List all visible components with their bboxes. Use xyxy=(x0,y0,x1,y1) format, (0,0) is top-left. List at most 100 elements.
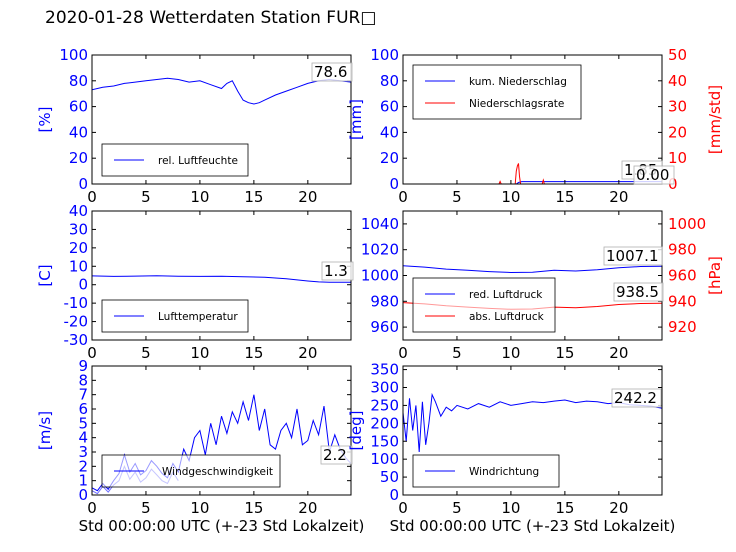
y-tick-label: 1020 xyxy=(361,241,399,259)
y2-tick-label: 20 xyxy=(668,123,687,141)
x-tick-label: 0 xyxy=(87,344,97,362)
last-value-label: 1.3 xyxy=(324,262,348,280)
y-tick-label: 200 xyxy=(370,414,399,432)
y-axis-label: [%] xyxy=(36,107,54,133)
legend-label: Windgeschwindigkeit xyxy=(162,466,273,478)
last-value-box xyxy=(633,165,675,185)
y-tick-label: 1000 xyxy=(361,267,399,285)
x-tick-label: 20 xyxy=(609,188,628,206)
y-tick-label: 2 xyxy=(78,457,88,475)
series-line-temperature-0 xyxy=(92,275,351,283)
y2-tick-label: 960 xyxy=(668,267,697,285)
panel-pressure: 0 5 10 15 20 960 980 1000 1020 1040 920 940 960 980 10… xyxy=(361,210,724,362)
last-value-box xyxy=(311,62,353,82)
legend: rel. Luftfeuchte xyxy=(101,143,249,177)
legend-label: red. Luftdruck xyxy=(469,289,543,301)
y-tick-label: 20 xyxy=(69,239,88,257)
x-tick-label: 15 xyxy=(244,344,263,362)
x-tick-label: 15 xyxy=(555,344,574,362)
y-tick-label: 7 xyxy=(78,386,88,404)
x-tick-label: 0 xyxy=(87,188,97,206)
x-tick-label: 15 xyxy=(555,188,574,206)
x-tick-label: 10 xyxy=(501,188,520,206)
y-axis-label: [C] xyxy=(36,264,54,286)
x-tick-label: 10 xyxy=(501,344,520,362)
y-tick-label: 0 xyxy=(389,175,399,193)
y-tick-label: 40 xyxy=(69,202,88,220)
last-value-box xyxy=(320,445,353,465)
y-tick-label: 80 xyxy=(380,72,399,90)
y2-tick-label: 980 xyxy=(668,241,697,259)
series-line-precipitation-1 xyxy=(403,163,662,184)
y-tick-label: 0 xyxy=(78,276,88,294)
legend-label: Windrichtung xyxy=(469,466,539,478)
series-line-humidity-0 xyxy=(92,77,351,105)
last-value-box xyxy=(613,282,664,302)
x-tick-label: 20 xyxy=(609,344,628,362)
y-tick-label: 960 xyxy=(370,318,399,336)
x-tick-label: 10 xyxy=(190,499,209,517)
y-tick-label: 0 xyxy=(389,486,399,504)
y-axis-label: [deg] xyxy=(347,411,365,451)
y2-tick-label: 1000 xyxy=(668,215,706,233)
legend-label: Niederschlagsrate xyxy=(469,98,564,110)
legend-label: abs. Luftdruck xyxy=(469,311,545,323)
x-tick-label: 15 xyxy=(244,188,263,206)
y-tick-label: 60 xyxy=(380,98,399,116)
y-tick-label: 40 xyxy=(380,123,399,141)
last-value-label: 78.6 xyxy=(314,63,347,81)
legend: Windgeschwindigkeit xyxy=(101,454,281,488)
y2-tick-label: 10 xyxy=(668,149,687,167)
x-tick-label: 20 xyxy=(298,188,317,206)
legend: red. Luftdruck abs. Luftdruck xyxy=(412,277,556,333)
y-tick-label: 980 xyxy=(370,292,399,310)
panel-precipitation: 0510152002040608010001020304050[mm][mm/s… xyxy=(347,46,724,206)
last-value-label: 0.00 xyxy=(636,166,669,184)
y-tick-label: 150 xyxy=(370,432,399,450)
x-tick-label: 10 xyxy=(190,344,209,362)
x-axis-label: Std 00:00:00 UTC (+-23 Std Lokalzeit) xyxy=(79,517,365,535)
x-tick-label: 5 xyxy=(452,344,462,362)
x-tick-label: 0 xyxy=(87,499,97,517)
series-line-precipitation-0 xyxy=(403,181,662,184)
y2-axis-label: [mm/std] xyxy=(706,85,724,154)
x-tick-label: 20 xyxy=(609,499,628,517)
y2-tick-label: 30 xyxy=(668,98,687,116)
legend: Lufttemperatur xyxy=(101,299,249,333)
y-axis-label: [mm] xyxy=(347,99,365,140)
x-tick-label: 5 xyxy=(452,499,462,517)
y-tick-label: 20 xyxy=(69,149,88,167)
plot-frame xyxy=(402,365,663,496)
y-tick-label: 1040 xyxy=(361,215,399,233)
y-tick-label: 60 xyxy=(69,98,88,116)
y2-tick-label: 920 xyxy=(668,318,697,336)
y-tick-label: 100 xyxy=(59,46,88,64)
legend-frame xyxy=(412,64,582,120)
y-tick-label: 40 xyxy=(69,123,88,141)
y-tick-label: 300 xyxy=(370,379,399,397)
last-value-box xyxy=(603,246,663,266)
legend-label: kum. Niederschlag xyxy=(469,76,567,88)
y-tick-label: 80 xyxy=(69,72,88,90)
y-tick-label: 30 xyxy=(69,220,88,238)
y-tick-label: 250 xyxy=(370,396,399,414)
last-value-label: 1007.1 xyxy=(606,247,659,265)
y-tick-label: -10 xyxy=(64,294,89,312)
y2-tick-label: 940 xyxy=(668,292,697,310)
y-tick-label: 0 xyxy=(78,486,88,504)
legend: Windrichtung xyxy=(412,454,560,488)
y-axis-label: [m/s] xyxy=(36,411,54,450)
y-tick-label: 5 xyxy=(78,414,88,432)
panel-humidity: 0 5 10 15 20 0 20 40 60 80 100 [%] 78.6 rel. Luftfeuc… xyxy=(36,46,353,206)
series-line-pressure-0 xyxy=(403,265,662,274)
y-tick-label: 9 xyxy=(78,357,88,375)
y-tick-label: 10 xyxy=(69,257,88,275)
y-tick-label: 100 xyxy=(370,450,399,468)
y-tick-label: -20 xyxy=(64,313,89,331)
x-tick-label: 0 xyxy=(398,188,408,206)
legend-label: Lufttemperatur xyxy=(158,311,238,323)
page-title: 2020-01-28 Wetterdaten Station FUR□ xyxy=(45,8,377,28)
plot-frame xyxy=(91,54,352,185)
